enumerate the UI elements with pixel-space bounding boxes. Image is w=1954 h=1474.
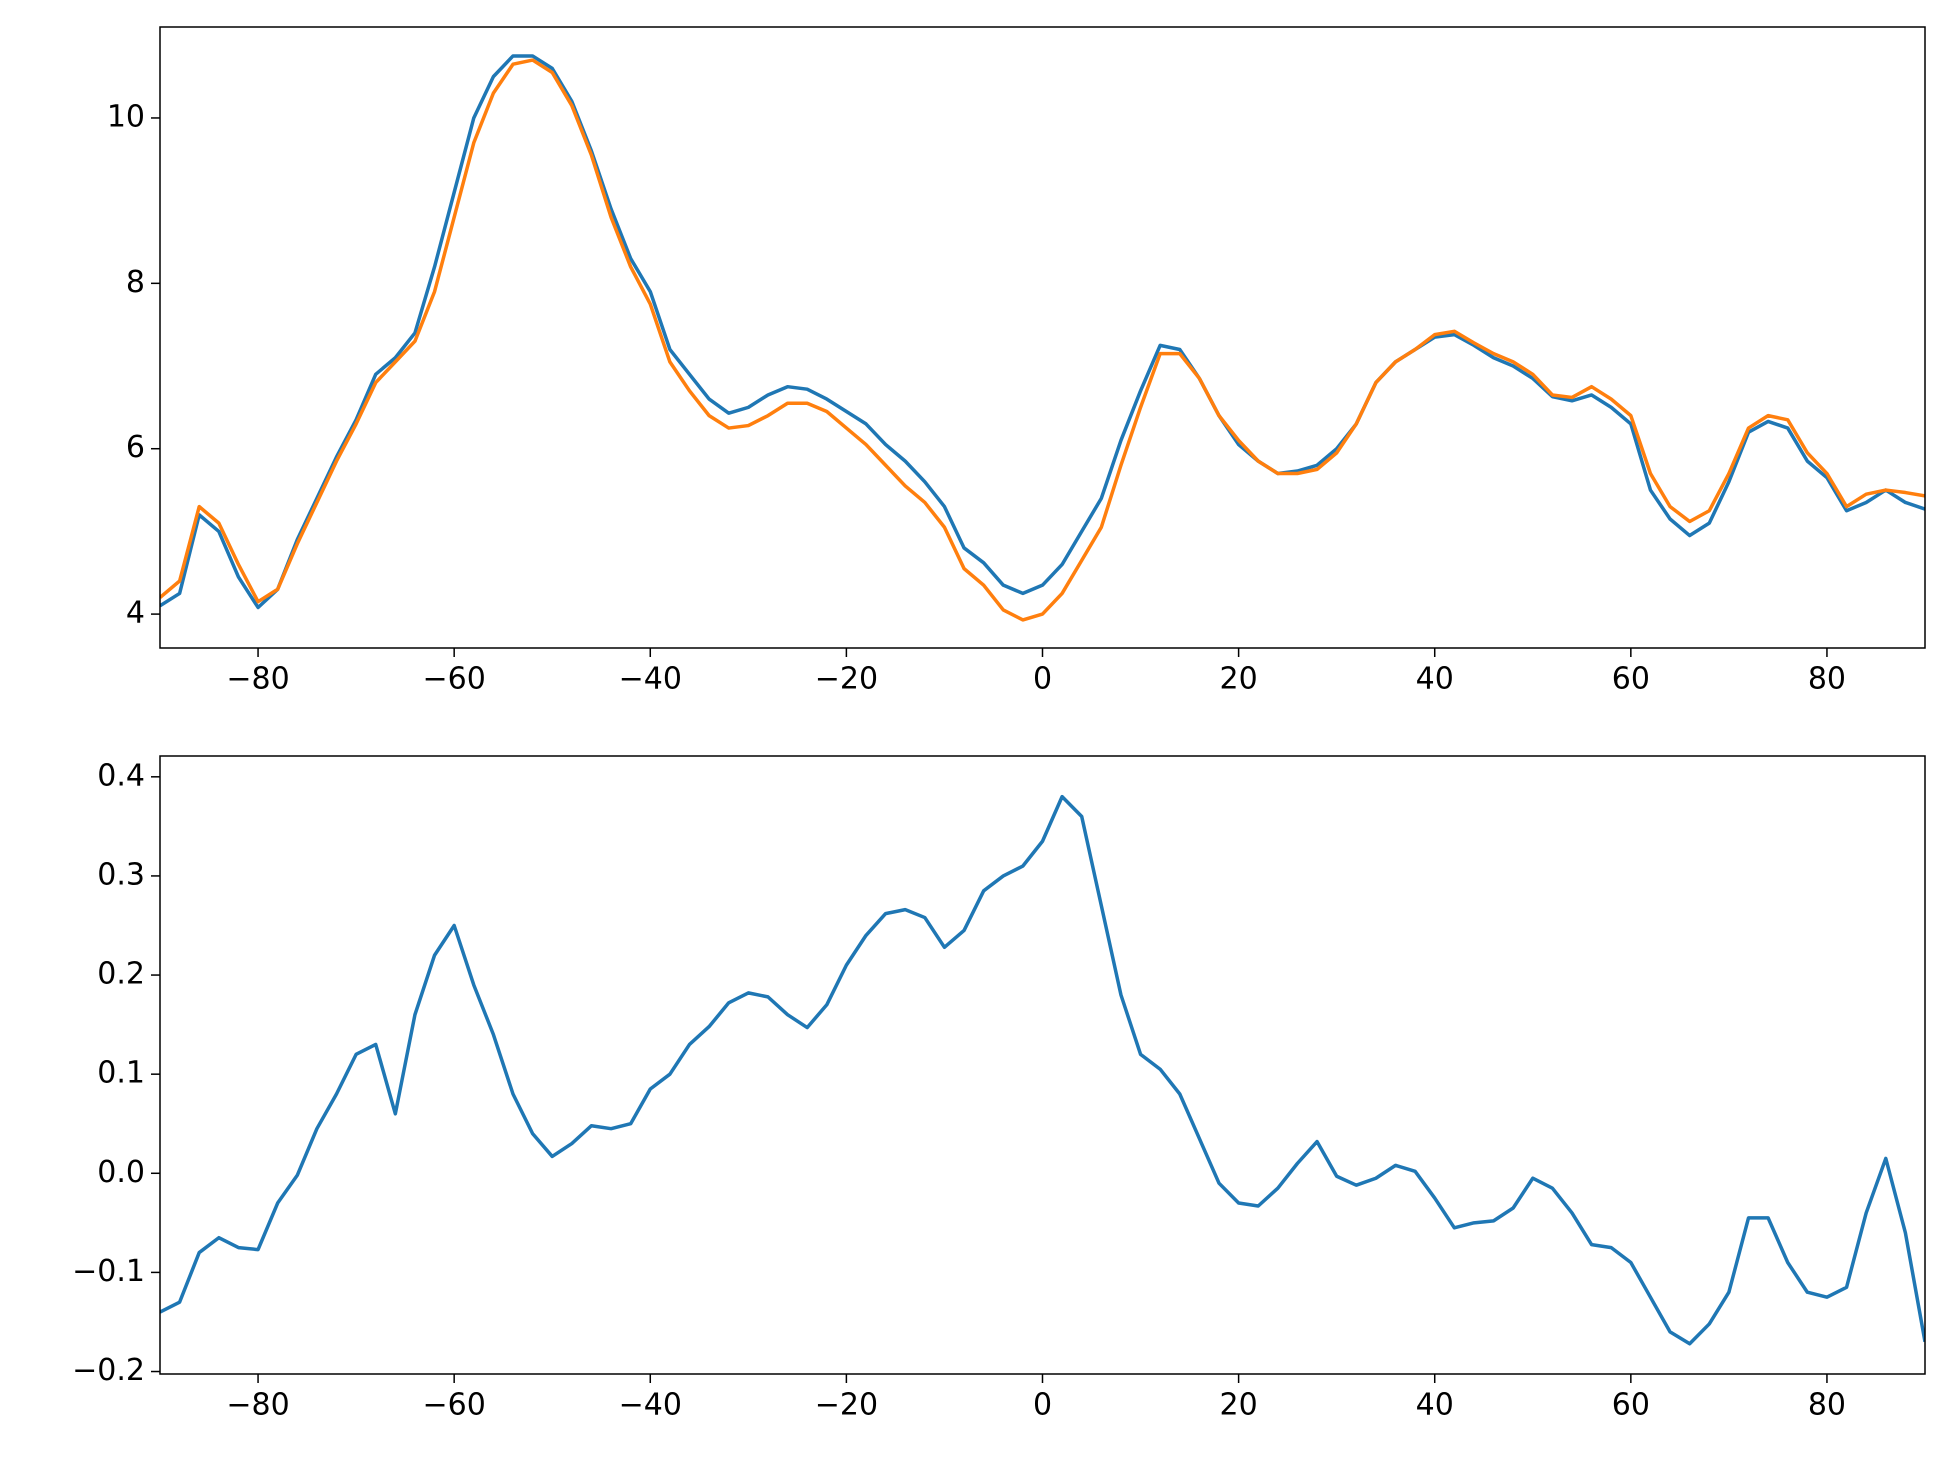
x-tick-label: −60 bbox=[423, 1388, 486, 1423]
x-tick-label: −80 bbox=[226, 662, 289, 697]
x-tick-label: 60 bbox=[1612, 1388, 1650, 1423]
x-tick-label: −20 bbox=[815, 1388, 878, 1423]
x-tick-label: −60 bbox=[423, 662, 486, 697]
x-tick-label: 60 bbox=[1612, 662, 1650, 697]
axes-frame bbox=[159, 26, 1926, 649]
y-tick-label: 6 bbox=[126, 430, 145, 465]
x-tick-label: 40 bbox=[1416, 662, 1454, 697]
x-tick-label: 20 bbox=[1220, 1388, 1258, 1423]
y-tick-label: −0.1 bbox=[72, 1254, 145, 1289]
x-tick-label: −80 bbox=[226, 1388, 289, 1423]
y-tick-label: 0.2 bbox=[97, 957, 145, 992]
x-tick-label: 80 bbox=[1808, 1388, 1846, 1423]
data-line bbox=[160, 58, 1925, 622]
y-tick-label: 10 bbox=[107, 99, 145, 134]
y-tick-label: 0.1 bbox=[97, 1056, 145, 1091]
x-tick-label: 0 bbox=[1033, 1388, 1052, 1423]
x-tick-label: −40 bbox=[619, 662, 682, 697]
y-tick-label: 4 bbox=[126, 596, 145, 631]
x-tick-label: −20 bbox=[815, 662, 878, 697]
y-tick-label: −0.2 bbox=[72, 1353, 145, 1388]
y-tick-label: 0.0 bbox=[97, 1155, 145, 1190]
data-line bbox=[160, 54, 1925, 610]
y-tick-label: 0.4 bbox=[97, 758, 145, 793]
y-tick-label: 8 bbox=[126, 265, 145, 300]
x-tick-label: 0 bbox=[1033, 662, 1052, 697]
x-tick-label: 40 bbox=[1416, 1388, 1454, 1423]
x-tick-label: −40 bbox=[619, 1388, 682, 1423]
data-line bbox=[160, 794, 1925, 1346]
y-tick-label: 0.3 bbox=[97, 857, 145, 892]
axes-frame bbox=[159, 755, 1926, 1375]
x-tick-label: 80 bbox=[1808, 662, 1846, 697]
x-tick-label: 20 bbox=[1220, 662, 1258, 697]
